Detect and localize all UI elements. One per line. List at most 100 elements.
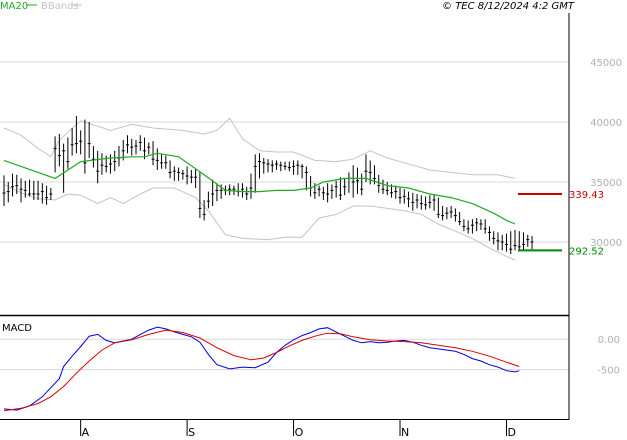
ohlc-bar xyxy=(87,122,91,158)
ohlc-bar xyxy=(513,230,517,251)
ohlc-bar xyxy=(49,188,53,200)
ohlc-bar xyxy=(347,172,351,193)
price-level-label: 292.52 xyxy=(569,246,604,257)
ohlc-bar xyxy=(108,154,112,174)
ohlc-bar xyxy=(394,185,398,199)
ohlc-bar xyxy=(151,141,155,166)
ohlc-bar xyxy=(266,159,270,173)
ohlc-bar xyxy=(236,183,240,197)
ohlc-bar xyxy=(125,135,129,154)
ohlc-bar xyxy=(517,231,521,252)
ohlc-bar xyxy=(360,173,364,196)
ohlc-bar xyxy=(249,173,253,199)
ohlc-bar xyxy=(419,195,423,210)
legend-label-bbands: BBands xyxy=(41,1,79,12)
bb-upper-line xyxy=(3,117,516,179)
ohlc-bar xyxy=(309,176,313,197)
macd-y-tick-label: 0.00 xyxy=(598,335,620,346)
ohlc-bar xyxy=(53,136,57,173)
ohlc-bar xyxy=(279,161,283,172)
ohlc-bar xyxy=(66,137,70,169)
macd-lines xyxy=(3,326,520,412)
macd-title: MACD xyxy=(2,323,32,334)
ohlc-bar xyxy=(45,185,49,205)
ohlc-bar xyxy=(113,150,117,172)
bollinger-bands xyxy=(3,117,516,261)
ohlc-bar xyxy=(74,116,78,154)
ohlc-bar xyxy=(2,175,6,206)
ohlc-bar xyxy=(436,197,440,218)
ohlc-bar xyxy=(415,194,419,209)
ohlc-bar xyxy=(168,160,172,179)
ohlc-bar xyxy=(19,178,23,203)
price-y-tick-label: 30000 xyxy=(590,238,622,249)
x-tick-label: D xyxy=(507,426,515,439)
copyright-text: © TEC 8/12/2024 4:2 GMT xyxy=(442,1,575,12)
ohlc-bar xyxy=(432,194,436,211)
ohlc-bar xyxy=(189,170,193,184)
ohlc-bar xyxy=(143,137,147,160)
ohlc-bar xyxy=(292,160,296,175)
ohlc-bar xyxy=(475,218,479,232)
ohlc-bar xyxy=(28,179,32,197)
ohlc-bar xyxy=(343,178,347,196)
ohlc-bar xyxy=(287,161,291,172)
ohlc-bar xyxy=(334,180,338,198)
price-level-label: 339.43 xyxy=(569,190,604,201)
ohlc-bar xyxy=(283,161,287,170)
bb-lower-line xyxy=(3,183,516,261)
ohlc-bar xyxy=(202,200,206,221)
ohlc-bar xyxy=(296,160,300,175)
ohlc-bar xyxy=(509,231,513,254)
ohlc-bar xyxy=(364,154,368,182)
ohlc-bar xyxy=(330,184,334,199)
price-panel: 339.43 292.52 45000 40000 35000 30000 xyxy=(0,58,622,261)
ohlc-bar xyxy=(411,192,415,211)
price-grid xyxy=(0,61,569,243)
ohlc-bar xyxy=(172,166,176,181)
price-y-axis: 45000 40000 35000 30000 xyxy=(590,58,622,249)
ohlc-bar xyxy=(96,150,100,184)
ohlc-bar xyxy=(258,153,261,179)
macd-panel: 0.00 -500 MACD xyxy=(0,323,620,412)
ohlc-bar xyxy=(526,234,530,247)
ohlc-bar xyxy=(6,182,10,203)
ohlc-bar xyxy=(407,191,411,208)
x-tick-label: O xyxy=(295,426,304,439)
ohlc-bar xyxy=(275,160,279,170)
ohlc-bar xyxy=(428,195,432,209)
ohlc-bar xyxy=(338,177,342,200)
ohlc-bar xyxy=(206,191,210,209)
ohlc-bar xyxy=(321,186,325,200)
ohlc-bar xyxy=(385,182,389,196)
x-tick-label: N xyxy=(401,426,409,439)
ohlc-bar xyxy=(185,166,189,185)
ohlc-bar xyxy=(262,158,266,174)
macd-y-axis: 0.00 -500 xyxy=(597,335,620,376)
ohlc-bar xyxy=(441,206,445,221)
ohlc-bar xyxy=(147,142,151,155)
macd-series-signal xyxy=(3,329,520,412)
ohlc-bar xyxy=(155,148,159,170)
macd-grid xyxy=(0,338,569,371)
ohlc-bar xyxy=(194,168,198,188)
ohlc-bar xyxy=(355,167,359,194)
ohlc-bar xyxy=(11,173,15,197)
ohlc-bar xyxy=(79,130,83,155)
ohlc-bar xyxy=(198,172,202,218)
ma20-path xyxy=(3,152,516,225)
ohlc-bar xyxy=(240,183,244,198)
ohlc-bar xyxy=(117,146,121,167)
ohlc-bar xyxy=(164,155,168,169)
ohlc-bar xyxy=(424,196,428,210)
ohlc-bar xyxy=(138,135,142,151)
ohlc-bar xyxy=(479,219,483,230)
ohlc-bar xyxy=(253,154,257,193)
ohlc-bar xyxy=(304,166,308,191)
ohlc-bar xyxy=(351,165,355,198)
ohlc-bar xyxy=(57,134,61,167)
ohlc-bar xyxy=(530,236,534,250)
ohlc-bar xyxy=(36,180,40,200)
